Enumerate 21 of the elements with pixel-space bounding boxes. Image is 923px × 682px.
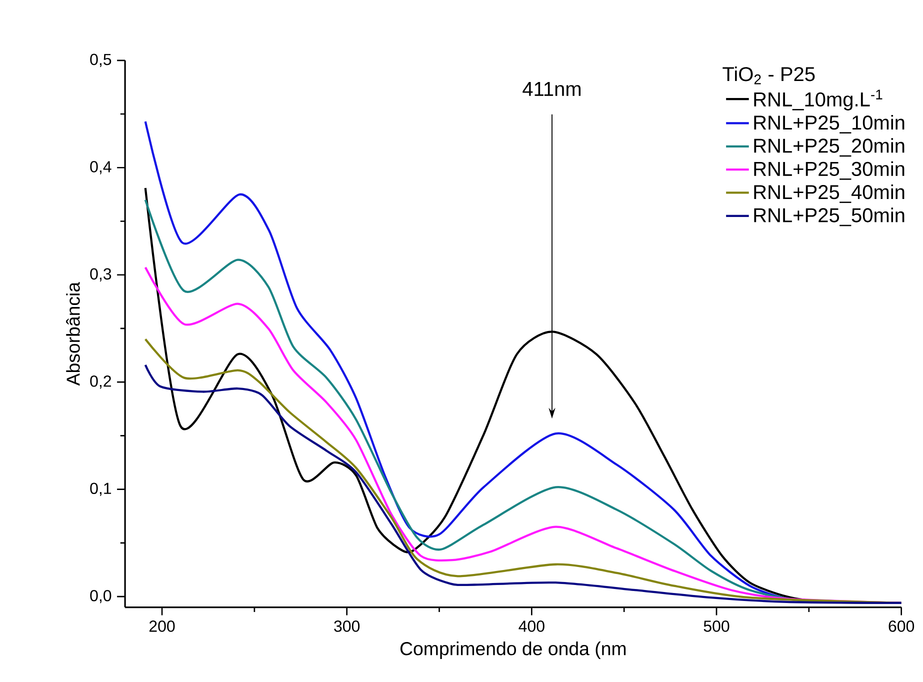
legend-label: RNL+P25_40min <box>754 184 904 204</box>
legend-title: TiO$_{2}$ - P25 <box>722 66 815 84</box>
x-tick-label: 300 <box>334 620 360 632</box>
annotation: 411nm <box>522 82 581 96</box>
y-tick-label: 0,1 <box>90 482 112 496</box>
y-tick-label: 0,3 <box>90 268 112 282</box>
y-tick-label: 0,5 <box>90 54 112 68</box>
legend-label: RNL+P25_10min <box>754 115 904 134</box>
legend-label: RNL_10mg.L$^{-1}$ <box>754 90 882 111</box>
y-tick-label: 0,0 <box>90 590 112 604</box>
legend-label: RNL+P25_20min <box>754 138 904 157</box>
y-tick-label: 0,2 <box>90 376 111 389</box>
legend-label: RNL+P25_50min <box>754 208 904 226</box>
y-axis-title: Absorbância <box>66 282 80 386</box>
x-tick-label: 500 <box>704 620 730 632</box>
x-tick-label: 600 <box>888 620 914 632</box>
legend-label: RNL+P25_30min <box>754 162 904 180</box>
y-tick-label: 0,4 <box>90 161 112 174</box>
x-axis-title: Comprimendo de onda (nm <box>400 642 626 660</box>
x-tick-label: 400 <box>518 620 544 632</box>
x-tick-label: 200 <box>149 620 175 632</box>
